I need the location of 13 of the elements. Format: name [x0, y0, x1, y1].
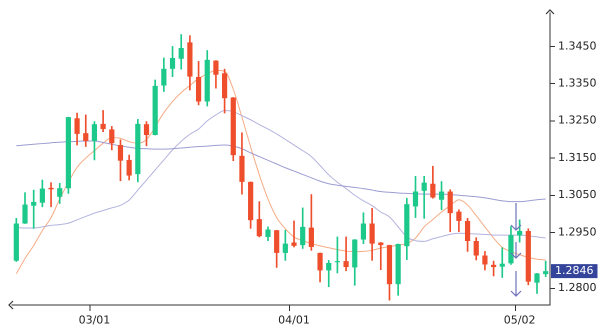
- y-tick-label: 1.3450: [558, 39, 596, 52]
- y-tick-label: 1.3250: [558, 114, 596, 127]
- candlestick: [291, 220, 297, 248]
- y-tick-label: 1.2800: [558, 281, 596, 294]
- candlestick: [48, 182, 54, 208]
- x-tick-label: 05/02: [504, 313, 536, 326]
- text: 1.2846: [555, 264, 594, 278]
- x-tick-label: 03/01: [78, 313, 110, 326]
- y-tick-label: 1.3050: [558, 188, 596, 202]
- y-tick-label: 1.3350: [558, 76, 596, 90]
- y-tick-label: 1.3150: [558, 150, 596, 164]
- y-tick-label: 1.2950: [558, 225, 596, 238]
- x-tick-label: 04/01: [278, 313, 310, 326]
